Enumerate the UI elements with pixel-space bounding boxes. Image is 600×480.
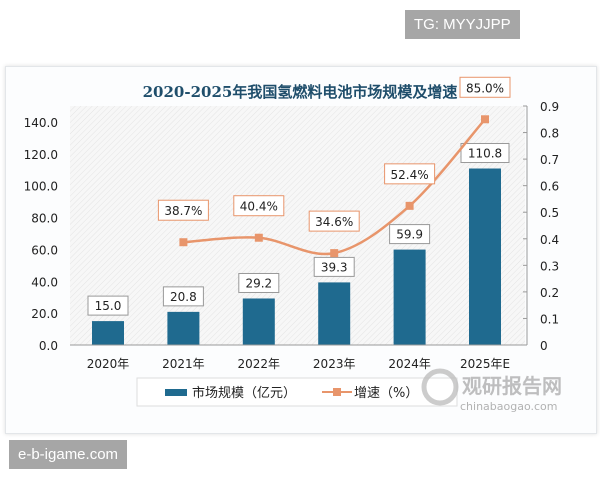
bar (469, 168, 501, 345)
right-tick-label: 0.4 (540, 233, 559, 247)
growth-marker (254, 233, 263, 242)
bar-value-label: 110.8 (468, 147, 502, 161)
right-tick-label: 0.6 (540, 180, 559, 194)
right-tick-label: 0.2 (540, 286, 559, 300)
right-tick-label: 0.7 (540, 153, 559, 167)
bar-value-label: 39.3 (321, 260, 348, 274)
x-tick-label: 2020年 (87, 357, 130, 371)
growth-value-label: 40.4% (240, 200, 278, 214)
bar (92, 321, 124, 345)
bar-value-label: 15.0 (95, 299, 122, 313)
legend-line-swatch (333, 388, 341, 396)
bar-value-label: 29.2 (245, 276, 272, 290)
right-tick-label: 0.5 (540, 206, 559, 220)
left-tick-label: 80.0 (31, 212, 58, 226)
bar (318, 282, 351, 345)
left-tick-label: 140.0 (24, 116, 58, 130)
right-tick-label: 0.9 (540, 100, 559, 114)
bar (393, 249, 426, 345)
growth-marker (405, 201, 414, 210)
growth-value-label: 34.6% (315, 215, 353, 229)
growth-value-label: 38.7% (164, 204, 202, 218)
bar-value-label: 20.8 (170, 290, 197, 304)
svg-text:观研报告网: 观研报告网 (462, 374, 562, 398)
growth-value-label: 85.0% (466, 81, 504, 95)
right-tick-label: 0.8 (540, 127, 559, 141)
legend-line-label: 增速（%） (354, 386, 418, 401)
legend-bar-swatch (165, 389, 187, 396)
left-tick-label: 40.0 (31, 275, 58, 289)
svg-text:chinabaogao.com: chinabaogao.com (460, 400, 558, 413)
left-tick-label: 60.0 (31, 243, 58, 257)
left-tick-label: 100.0 (24, 180, 58, 194)
x-tick-label: 2022年 (238, 357, 281, 371)
bar-value-label: 59.9 (396, 228, 423, 242)
right-tick-label: 0.1 (540, 312, 559, 326)
growth-marker (481, 115, 489, 124)
plot-area (70, 106, 525, 345)
left-tick-label: 120.0 (24, 148, 58, 162)
x-tick-label: 2023年 (313, 357, 356, 371)
right-tick-label: 0 (540, 339, 548, 353)
legend-bar-label: 市场规模（亿元） (192, 385, 296, 401)
bar (167, 311, 200, 345)
legend: 市场规模（亿元） 增速（%） (136, 377, 458, 407)
left-tick-label: 20.0 (31, 307, 58, 321)
x-tick-label: 2021年 (162, 357, 205, 371)
x-tick-label: 2024年 (388, 357, 431, 371)
growth-value-label: 52.4% (391, 168, 429, 182)
watermark-bottom: e-b-igame.com (9, 440, 128, 469)
watermark-top: TG: MYYJJPP (405, 10, 520, 39)
bar (242, 298, 275, 345)
chart-title: 2020-2025年我国氢燃料电池市场规模及增速 (143, 83, 458, 101)
x-tick-label: 2025年E (460, 357, 510, 371)
right-tick-label: 0.3 (540, 259, 559, 273)
growth-marker (179, 238, 188, 247)
left-tick-label: 0.0 (39, 339, 58, 353)
growth-marker (330, 249, 339, 258)
logo-watermark: 观研报告网 chinabaogao.com (421, 368, 562, 413)
